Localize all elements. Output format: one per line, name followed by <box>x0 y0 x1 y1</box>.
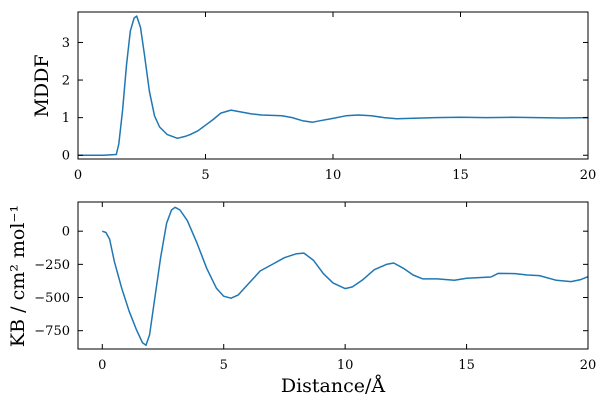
series-line <box>78 15 589 156</box>
x-tick-label: 15 <box>458 358 475 373</box>
x-tick-label: 15 <box>452 168 469 183</box>
mddf-y-axis-label: MDDF <box>31 54 53 117</box>
x-tick-label: 10 <box>337 358 354 373</box>
kb-x-axis-label: Distance/Å <box>281 375 386 397</box>
axes-frame <box>77 201 589 350</box>
x-tick-label: 20 <box>580 358 597 373</box>
x-tick-label: 0 <box>74 168 82 183</box>
y-tick-label: 2 <box>62 74 70 89</box>
mddf-panel: 0 5 10 15 20 0 1 2 3 <box>62 11 597 183</box>
x-tick-label: 20 <box>580 168 597 183</box>
kb-panel: 0 5 10 15 20 0 −250 −500 −750 <box>34 201 597 373</box>
kb-y-axis-label: KB / cm² mol⁻¹ <box>7 205 29 347</box>
y-tick-label: 0 <box>62 149 70 164</box>
y-tick-label: −500 <box>34 291 70 306</box>
axes-frame <box>77 11 589 160</box>
x-tick-label: 10 <box>325 168 342 183</box>
y-tick-label: 0 <box>62 225 70 240</box>
series-line <box>102 206 589 347</box>
x-tick-label: 0 <box>98 358 106 373</box>
y-tick-label: 3 <box>62 36 70 51</box>
y-tick-label: −250 <box>34 258 70 273</box>
y-tick-label: 1 <box>62 111 70 126</box>
x-tick-label: 5 <box>220 358 228 373</box>
y-tick-label: −750 <box>34 324 70 339</box>
x-tick-label: 5 <box>201 168 209 183</box>
